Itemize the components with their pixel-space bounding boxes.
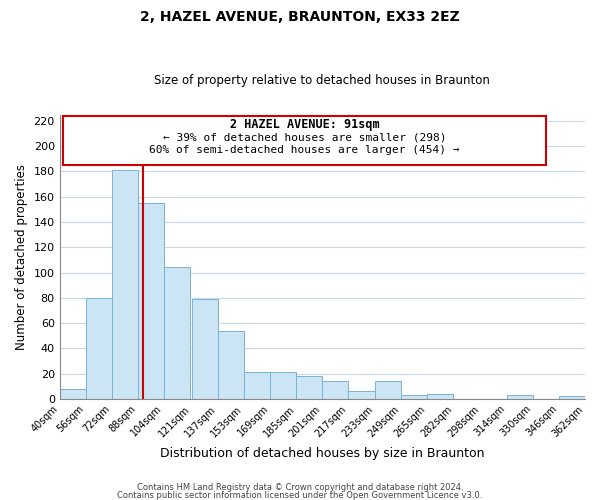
Text: Contains HM Land Registry data © Crown copyright and database right 2024.: Contains HM Land Registry data © Crown c… <box>137 484 463 492</box>
Bar <box>401 395 427 399</box>
Bar <box>427 394 453 399</box>
Text: 2 HAZEL AVENUE: 91sqm: 2 HAZEL AVENUE: 91sqm <box>230 118 379 131</box>
Bar <box>374 381 401 399</box>
Text: ← 39% of detached houses are smaller (298): ← 39% of detached houses are smaller (29… <box>163 132 446 142</box>
Title: Size of property relative to detached houses in Braunton: Size of property relative to detached ho… <box>154 74 490 87</box>
Text: 2, HAZEL AVENUE, BRAUNTON, EX33 2EZ: 2, HAZEL AVENUE, BRAUNTON, EX33 2EZ <box>140 10 460 24</box>
Text: Contains public sector information licensed under the Open Government Licence v3: Contains public sector information licen… <box>118 490 482 500</box>
Bar <box>138 203 164 399</box>
Bar <box>506 395 533 399</box>
X-axis label: Distribution of detached houses by size in Braunton: Distribution of detached houses by size … <box>160 447 485 460</box>
Bar <box>112 170 138 399</box>
Bar <box>322 381 349 399</box>
Bar <box>86 298 112 399</box>
Bar <box>296 376 322 399</box>
Bar <box>349 392 374 399</box>
Bar <box>63 116 546 165</box>
Bar <box>192 299 218 399</box>
Bar <box>218 330 244 399</box>
Bar <box>164 268 190 399</box>
Bar <box>559 396 585 399</box>
Text: 60% of semi-detached houses are larger (454) →: 60% of semi-detached houses are larger (… <box>149 145 460 155</box>
Y-axis label: Number of detached properties: Number of detached properties <box>15 164 28 350</box>
Bar <box>270 372 296 399</box>
Bar <box>59 389 86 399</box>
Bar <box>244 372 270 399</box>
